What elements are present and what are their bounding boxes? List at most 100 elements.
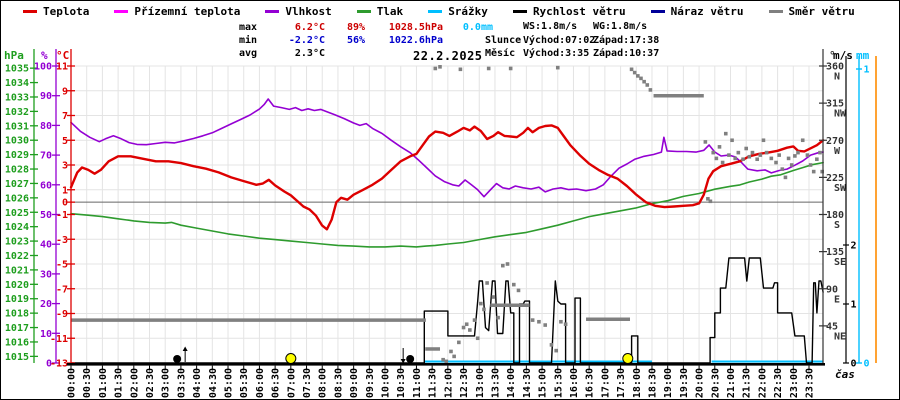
stats-row-avg: avg 2.3°C: [239, 47, 493, 60]
svg-text:18:00: 18:00: [632, 368, 643, 398]
legend-swatch-icon: [768, 10, 783, 13]
svg-text:1032: 1032: [5, 107, 29, 118]
svg-text:225: 225: [826, 173, 844, 184]
svg-text:NW: NW: [834, 109, 847, 120]
svg-text:20:00: 20:00: [695, 368, 706, 398]
stats-block: max 6.2°C 89% 1028.5hPa 0.0mm min -2.2°C 56% 10…: [239, 21, 493, 60]
svg-text:02:00: 02:00: [129, 368, 140, 398]
svg-text:1019: 1019: [5, 294, 29, 305]
moon-times-row: Měsíc Východ:3:35 Západ:10:37: [485, 47, 663, 60]
svg-text:1023: 1023: [5, 237, 29, 248]
stat-min-temp: -2.2°C: [288, 35, 325, 46]
svg-text:90: 90: [826, 284, 838, 295]
svg-text:1034: 1034: [5, 78, 29, 89]
svg-text:16:30: 16:30: [585, 368, 596, 398]
svg-text:1: 1: [864, 64, 870, 75]
stat-min-humidity: 56%: [346, 35, 365, 46]
series-wind-direction: [71, 65, 824, 364]
svg-text:2: 2: [851, 241, 857, 252]
sunset-time: Západ:17:38: [593, 35, 660, 46]
legend-label: Náraz větru: [670, 5, 744, 18]
svg-text:360: 360: [826, 62, 844, 73]
svg-text:70: 70: [40, 151, 52, 162]
svg-text:08:30: 08:30: [333, 368, 344, 398]
svg-text:°C: °C: [56, 49, 69, 62]
svg-text:270: 270: [826, 136, 844, 147]
legend-label: Přízemní teplota: [134, 5, 241, 18]
stat-min-label: min: [239, 35, 258, 46]
svg-text:3: 3: [62, 161, 68, 172]
svg-text:07:00: 07:00: [286, 368, 297, 398]
svg-text:-13: -13: [50, 359, 68, 370]
svg-text:1017: 1017: [5, 323, 29, 334]
svg-text:1030: 1030: [5, 136, 29, 147]
svg-text:90: 90: [40, 91, 52, 102]
svg-text:7: 7: [62, 111, 68, 122]
svg-text:315: 315: [826, 99, 844, 110]
moonrise-icon: [173, 355, 182, 363]
legend-swatch-icon: [650, 10, 665, 13]
svg-text:1018: 1018: [5, 309, 29, 320]
svg-text:SW: SW: [834, 183, 847, 194]
svg-text:NE: NE: [834, 331, 846, 342]
moonset-icon: [406, 355, 415, 363]
svg-text:01:00: 01:00: [98, 368, 109, 398]
svg-text:-11: -11: [50, 334, 68, 345]
legend-item-4: Srážky: [428, 5, 488, 18]
svg-text:19:00: 19:00: [663, 368, 674, 398]
svg-text:1025: 1025: [5, 208, 29, 219]
stats-row-max: max 6.2°C 89% 1028.5hPa 0.0mm: [239, 21, 493, 34]
legend-label: Směr větru: [788, 5, 855, 18]
svg-text:5: 5: [62, 136, 68, 147]
wind-speed-max: WS:1.8m/s: [523, 21, 578, 32]
svg-text:E: E: [834, 294, 840, 305]
svg-text:%: %: [41, 49, 48, 62]
svg-text:10: 10: [40, 329, 52, 340]
axis-temperature: °C11 9 7 5 3 1 0-1 -3 -5 -7 -9 -11 -13: [50, 49, 75, 370]
svg-text:23:00: 23:00: [789, 368, 800, 398]
legend-item-5: Rychlost větru: [512, 5, 626, 18]
svg-text:1027: 1027: [5, 179, 29, 190]
svg-text:11:00: 11:00: [412, 368, 423, 398]
svg-text:1021: 1021: [5, 265, 29, 276]
sunrise-icon: [285, 353, 297, 364]
legend-swatch-icon: [512, 10, 527, 13]
legend-label: Srážky: [448, 5, 488, 18]
svg-text:-7: -7: [56, 284, 68, 295]
moonset-time: Západ:10:37: [593, 48, 660, 59]
axis-precipitation: mm 0 1: [856, 49, 870, 370]
legend-swatch-icon: [114, 10, 129, 13]
svg-text:1016: 1016: [5, 337, 29, 348]
series-temp: [69, 124, 825, 231]
svg-text:180: 180: [826, 210, 844, 221]
svg-text:hPa: hPa: [4, 49, 24, 62]
svg-text:21:00: 21:00: [726, 368, 737, 398]
svg-text:09:00: 09:00: [349, 368, 360, 398]
svg-text:12:00: 12:00: [443, 368, 454, 398]
axis-wind-speed: m/s 0 1 2: [833, 49, 857, 370]
svg-text:1024: 1024: [5, 222, 29, 233]
svg-text:22:30: 22:30: [773, 368, 784, 398]
moonrise-time: Východ:3:35: [523, 48, 590, 59]
legend-swatch-icon: [428, 10, 443, 13]
series-hum: [70, 98, 824, 198]
svg-text:17:30: 17:30: [616, 368, 627, 398]
legend-label: Rychlost větru: [532, 5, 626, 18]
svg-text:22:00: 22:00: [757, 368, 768, 398]
svg-text:W: W: [834, 146, 841, 157]
svg-text:0: 0: [864, 359, 870, 370]
stat-max-temp: 6.2°C: [294, 22, 325, 33]
sunset-icon: [622, 353, 634, 364]
svg-text:N: N: [834, 72, 840, 83]
legend-item-0: Teplota: [23, 5, 89, 18]
svg-text:04:00: 04:00: [192, 368, 203, 398]
svg-text:10:00: 10:00: [381, 368, 392, 398]
svg-text:16:00: 16:00: [569, 368, 580, 398]
svg-text:20: 20: [40, 299, 52, 310]
stat-avg-temp: 2.3°C: [294, 48, 325, 59]
svg-text:03:00: 03:00: [161, 368, 172, 398]
svg-text:1028: 1028: [5, 165, 29, 176]
svg-text:0: 0: [62, 198, 68, 209]
sun-moon-times: Slunce Východ:07:02Západ:17:38 Měsíc Výcho…: [485, 34, 663, 60]
